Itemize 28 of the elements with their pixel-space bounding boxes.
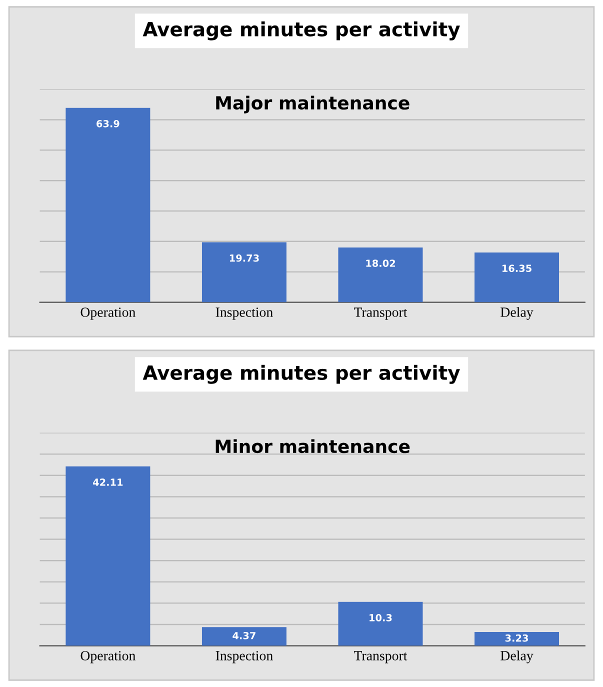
chart-title: Average minutes per activity xyxy=(142,21,460,40)
chart-subtitle: Minor maintenance xyxy=(216,439,410,454)
x-tick-label: Operation xyxy=(80,651,136,664)
x-tick-label: Inspection xyxy=(216,651,273,664)
bar xyxy=(202,242,286,302)
chart-subtitle: Major maintenance xyxy=(216,96,410,114)
chart-title: Average minutes per activity xyxy=(142,364,460,384)
bar xyxy=(338,602,423,646)
data-label: 18.02 xyxy=(366,260,396,267)
bar xyxy=(474,252,560,302)
x-tick-label: Inspection xyxy=(216,308,273,320)
data-label: 4.37 xyxy=(232,632,256,640)
bar xyxy=(66,466,150,646)
x-tick-label: Delay xyxy=(500,650,534,664)
bar xyxy=(202,627,286,646)
data-label: 19.73 xyxy=(230,254,259,262)
data-label: 16.35 xyxy=(502,264,532,272)
data-label: 63.9 xyxy=(96,120,120,128)
x-tick-label: Delay xyxy=(500,307,534,320)
data-label: 10.3 xyxy=(370,614,392,622)
data-label: 42.11 xyxy=(93,478,123,486)
x-tick-label: Transport xyxy=(354,651,408,664)
data-label: 3.23 xyxy=(505,634,528,642)
bar xyxy=(338,247,423,302)
bar xyxy=(66,108,150,302)
x-tick-label: Transport xyxy=(354,308,408,320)
bar xyxy=(474,632,560,646)
x-tick-label: Operation xyxy=(80,308,136,320)
